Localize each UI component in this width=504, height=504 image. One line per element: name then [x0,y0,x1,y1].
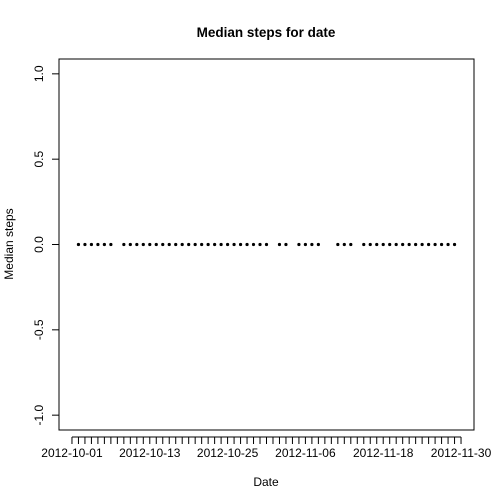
y-tick-label: 0.0 [32,236,46,253]
data-point [96,242,100,247]
data-point [89,242,94,247]
data-point [375,242,379,247]
data-point [161,242,165,247]
data-point [277,242,282,247]
data-point [135,242,139,247]
y-tick-label: -1.0 [32,404,46,425]
data-point [206,242,210,247]
data-point [193,242,197,247]
data-point [349,242,353,247]
y-tick-label: -0.5 [32,319,46,340]
data-point [251,242,256,247]
x-tick-label: 2012-11-30 [431,446,492,460]
data-point [109,242,113,247]
data-point [102,242,106,247]
data-point [174,242,178,247]
data-point [83,242,87,247]
data-point [452,242,457,247]
data-point [238,242,243,247]
data-point [200,242,204,247]
data-point [148,242,152,247]
x-tick-label: 2012-10-25 [197,446,259,460]
y-axis-label: Median steps [2,208,16,279]
x-tick-label: 2012-10-01 [41,446,103,460]
data-point [180,242,184,247]
y-tick-label: 0.5 [32,151,46,168]
data-point [219,242,223,247]
y-axis: -1.0 -0.5 0.0 0.5 1.0 [32,65,60,426]
x-tick-label: 2012-11-06 [275,446,336,460]
data-point [310,242,314,247]
x-tick-label: 2012-11-18 [353,446,414,460]
chart-title: Median steps for date [197,25,336,40]
data-point [232,242,236,247]
data-point [439,242,444,247]
data-point [414,242,418,247]
data-point [342,242,346,247]
data-points [76,242,457,247]
data-point [401,242,405,247]
data-point [167,242,171,247]
data-point [213,242,217,247]
data-point [122,242,126,247]
data-point [187,242,191,247]
data-point [128,242,132,247]
data-point [336,242,340,247]
data-point [433,242,437,247]
data-point [368,242,372,247]
data-point [264,242,269,247]
data-point [76,242,81,247]
x-axis-label: Date [253,475,279,489]
data-point [427,242,431,247]
data-point [245,242,249,247]
data-point [407,242,411,247]
data-point [381,242,385,247]
data-point [154,242,158,247]
y-tick-label: 1.0 [32,65,46,82]
data-point [141,242,145,247]
data-point [303,242,308,247]
data-point [362,242,366,247]
data-point [388,242,392,247]
data-point [446,242,450,247]
data-point [394,242,398,247]
data-point [284,242,288,247]
data-point [297,242,301,247]
data-point [258,242,262,247]
data-point [225,242,230,247]
data-point [316,242,320,247]
data-point [420,242,424,247]
x-tick-label: 2012-10-13 [119,446,181,460]
x-axis: 2012-10-01 2012-10-13 2012-10-25 2012-11-06… [41,436,492,460]
